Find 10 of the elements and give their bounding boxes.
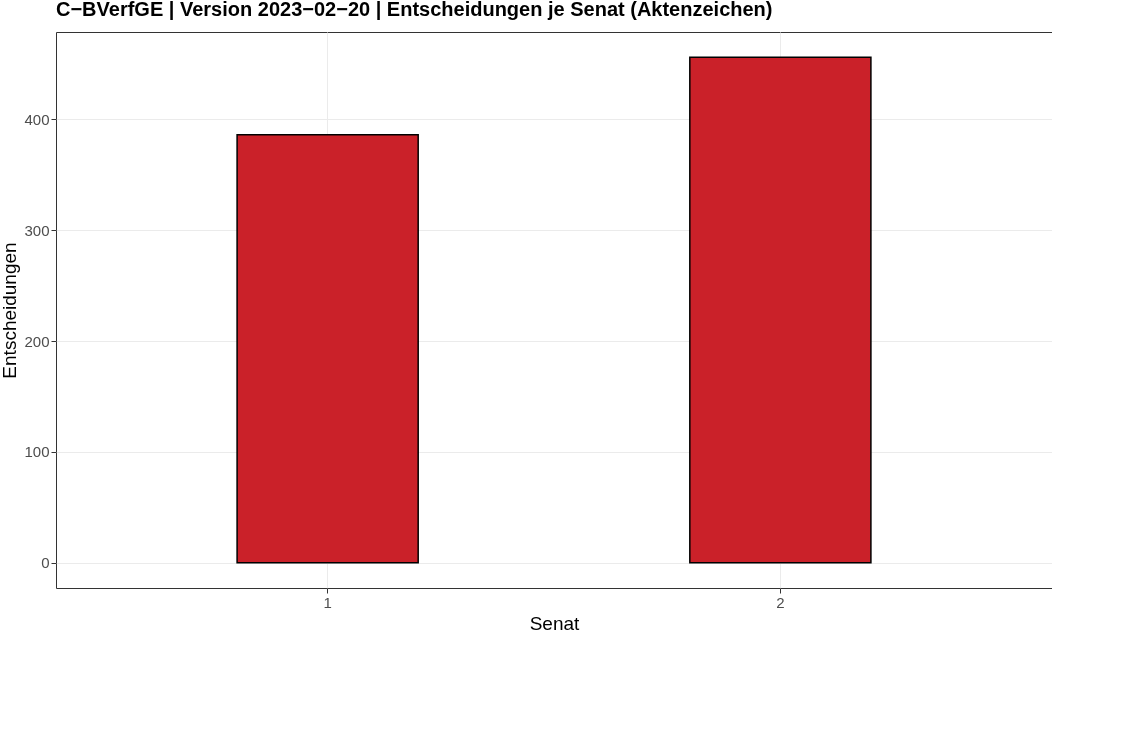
- x-axis-title: Senat: [529, 612, 581, 634]
- x-tick-label: 2: [776, 593, 785, 611]
- y-tick-label: 100: [24, 443, 50, 461]
- y-tick-label: 0: [41, 554, 50, 572]
- x-tick-label: 1: [323, 593, 332, 611]
- y-tick-label: 200: [24, 332, 50, 350]
- y-axis-title: Entscheidungen: [0, 242, 21, 379]
- chart-title: C−BVerfGE | Version 2023−02−20 | Entscheidungen je Senat (Aktenzeichen): [56, 0, 773, 20]
- y-tick-label: 300: [24, 221, 50, 239]
- y-tick-label: 400: [24, 110, 50, 128]
